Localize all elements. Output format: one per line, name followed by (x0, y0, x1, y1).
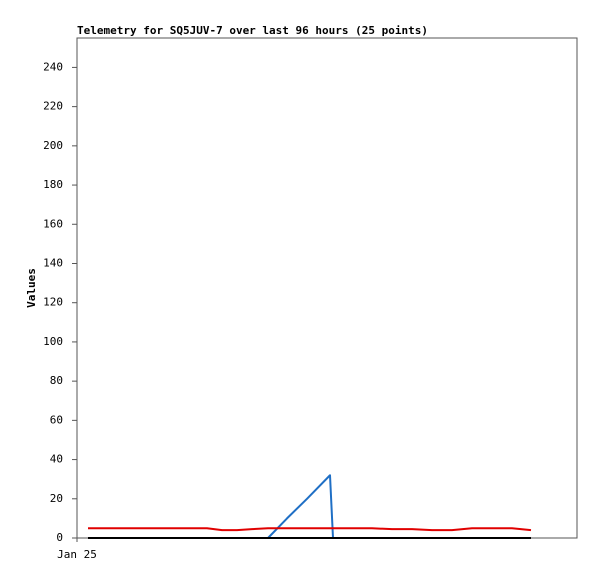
y-tick-label: 0 (56, 531, 63, 544)
y-tick-label: 220 (43, 100, 63, 113)
series-line (88, 527, 532, 532)
y-tick-label: 100 (43, 335, 63, 348)
y-tick-label: 160 (43, 217, 63, 230)
x-tick-label: Jan 25 (57, 548, 97, 561)
y-axis-label: Values (25, 268, 38, 308)
y-tick-label: 60 (50, 413, 63, 426)
y-tick-label: 20 (50, 492, 63, 505)
y-tick-label: 40 (50, 453, 63, 466)
y-tick-label: 180 (43, 178, 63, 191)
chart-title: Telemetry for SQ5JUV-7 over last 96 hour… (77, 24, 428, 37)
y-tick-label: 140 (43, 256, 63, 269)
y-tick-label: 120 (43, 296, 63, 309)
y-tick-label: 200 (43, 139, 63, 152)
y-tick-label: 240 (43, 60, 63, 73)
y-tick-label: 80 (50, 374, 63, 387)
